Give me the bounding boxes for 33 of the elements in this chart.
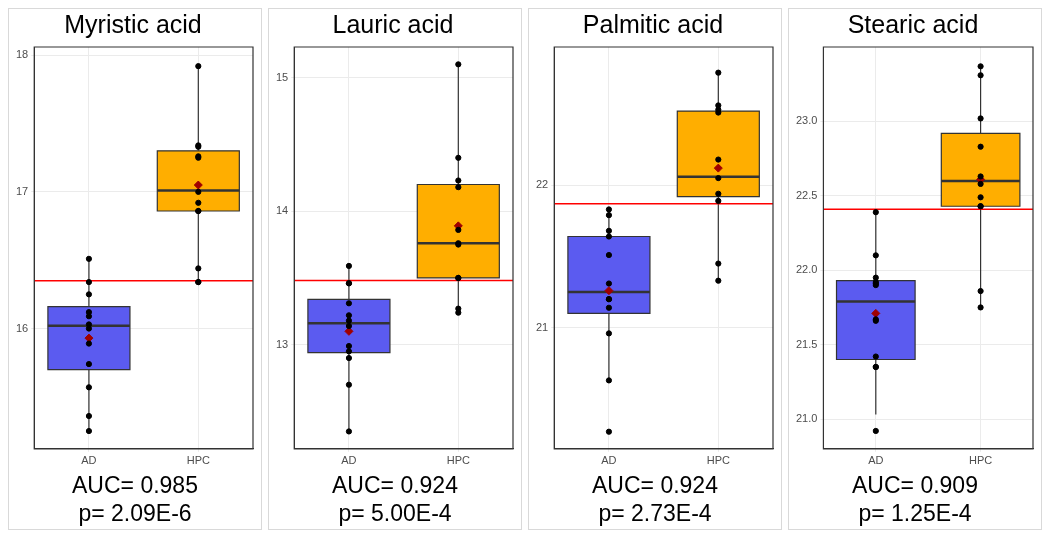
chart-title: Lauric acid (332, 9, 454, 38)
y-tick-label: 18 (15, 48, 29, 61)
text: p= 5.00E-4 (337, 499, 453, 527)
x-tick-label: HPC (186, 454, 210, 467)
x-tick-label: AD (341, 454, 357, 467)
y-tick-label: 16 (15, 321, 29, 334)
y-tick-label: 22.0 (795, 263, 818, 276)
chart-title: Myristic acid (64, 9, 202, 38)
x-tick-label: HPC (968, 454, 993, 467)
text: p= 1.25E-4 (857, 499, 973, 527)
y-tick-label: 23.0 (795, 114, 818, 127)
y-tick-label: 14 (275, 204, 289, 217)
text: AUC= 0.985 (71, 471, 199, 499)
text: AUC= 0.909 (851, 471, 979, 499)
y-tick-label: 22.5 (795, 188, 818, 201)
x-tick-label: HPC (446, 454, 470, 467)
y-tick-label: 22 (535, 178, 549, 191)
y-tick-label: 13 (275, 337, 289, 350)
x-tick-label: AD (868, 454, 884, 467)
text: AUC= 0.924 (331, 471, 459, 499)
x-tick-label: AD (81, 454, 97, 467)
text: p= 2.09E-6 (77, 499, 193, 527)
y-tick-label: 21.0 (795, 412, 818, 425)
x-tick-label: HPC (706, 454, 730, 467)
chart-title: Stearic acid (847, 9, 979, 38)
y-tick-label: 17 (15, 184, 29, 197)
text: AUC= 0.924 (591, 471, 719, 499)
x-tick-label: AD (601, 454, 617, 467)
text: p= 2.73E-4 (597, 499, 713, 527)
y-tick-label: 15 (275, 70, 289, 83)
y-tick-label: 21.5 (795, 337, 818, 350)
chart-title: Palmitic acid (582, 9, 724, 38)
y-tick-label: 21 (535, 320, 549, 333)
